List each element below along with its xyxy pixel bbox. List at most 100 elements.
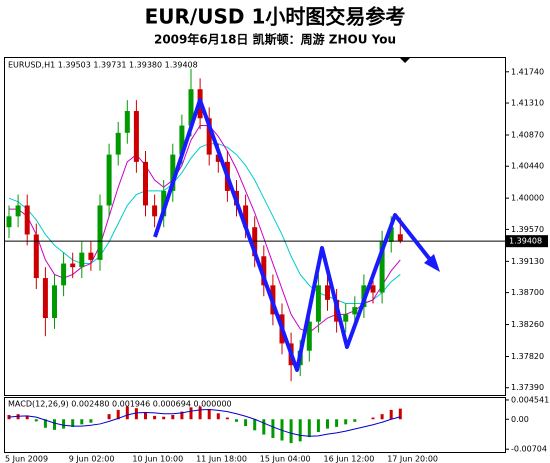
- current-price-box: [506, 235, 548, 248]
- candle-body: [397, 234, 403, 242]
- candle-body: [6, 216, 12, 228]
- macd-bar: [244, 419, 248, 427]
- y-tick-label: 1.37390: [511, 383, 544, 392]
- y-tick-label: 1.40440: [511, 162, 544, 171]
- macd-bar: [253, 419, 257, 431]
- x-tick-label: 11 Jun 18:00: [196, 455, 247, 463]
- candle-body: [124, 111, 130, 133]
- candle-body: [88, 252, 94, 260]
- y-tick-label: 1.41310: [511, 99, 544, 108]
- macd-bar: [43, 419, 47, 428]
- x-tick-label: 10 Jun 10:00: [132, 455, 183, 463]
- macd-bar: [216, 413, 220, 420]
- candle-body: [215, 154, 221, 162]
- candle-body: [243, 205, 249, 228]
- candle-body: [370, 285, 376, 293]
- candle-body: [106, 154, 112, 206]
- y-tick-label: 0.00: [511, 415, 529, 424]
- chart-title: EUR/USD 1小时图交易参考: [145, 5, 406, 29]
- macd-bar: [180, 411, 184, 420]
- macd-bar: [235, 419, 238, 422]
- macd-bar: [380, 414, 384, 420]
- macd-bar: [207, 409, 211, 420]
- price-header: EURUSD,H1 1.39503 1.39731 1.39380 1.3940…: [8, 61, 198, 70]
- macd-bar: [34, 419, 38, 422]
- macd-bar: [353, 419, 357, 422]
- candle-body: [188, 89, 194, 126]
- macd-bar: [116, 409, 120, 420]
- macd-bar: [162, 416, 166, 420]
- candle-body: [352, 307, 358, 315]
- macd-bar: [62, 419, 66, 429]
- macd-bar: [71, 419, 75, 427]
- macd-bar: [53, 419, 56, 430]
- macd-bar: [107, 414, 111, 420]
- y-tick-label: 1.39570: [511, 225, 544, 234]
- macd-bar: [80, 419, 84, 425]
- candle-body: [42, 278, 48, 319]
- signal-line: [8, 408, 401, 437]
- macd-bar: [225, 417, 229, 420]
- x-tick-label: 9 Jun 02:00: [69, 455, 115, 463]
- y-tick-label: 0.004541: [511, 395, 549, 404]
- candle-body: [161, 190, 167, 217]
- y-tick-label: 1.41740: [511, 67, 544, 76]
- candle-body: [70, 263, 76, 268]
- macd-bar: [389, 409, 393, 420]
- candle-body: [143, 161, 148, 206]
- macd-bar: [344, 419, 348, 425]
- candle-body: [24, 205, 30, 235]
- macd-bar: [289, 419, 293, 444]
- macd-bar: [371, 417, 375, 420]
- macd-bar: [335, 419, 339, 427]
- candle-body: [152, 205, 158, 217]
- arrow-head: [424, 254, 440, 272]
- candle-body: [261, 256, 267, 286]
- candle-body: [115, 132, 121, 155]
- candle-body: [325, 285, 330, 300]
- y-tick-label: 1.38260: [511, 320, 544, 329]
- macd-bar: [125, 406, 129, 420]
- y-tick-label: 1.38700: [511, 288, 544, 297]
- macd-bar: [326, 419, 329, 429]
- candle-body: [388, 227, 394, 242]
- current-price-label: 1.39408: [509, 237, 542, 246]
- macd-bar: [398, 408, 402, 420]
- candle-body: [15, 205, 21, 217]
- macd-bar: [189, 407, 193, 420]
- macd-bar: [271, 419, 275, 438]
- candle-body: [206, 118, 212, 155]
- shift-marker: [400, 58, 410, 63]
- candle-body: [306, 321, 312, 351]
- y-tick-label: -0.00704: [511, 445, 547, 454]
- candle-body: [79, 252, 85, 268]
- candle-body: [170, 154, 176, 191]
- candle-body: [33, 234, 39, 279]
- macd-bar: [198, 406, 202, 420]
- x-tick-label: 17 Jun 20:00: [387, 455, 438, 463]
- x-tick-label: 16 Jun 12:00: [324, 455, 375, 463]
- macd-bar: [134, 408, 138, 420]
- x-tick-label: 5 Jun 2009: [5, 455, 48, 463]
- y-tick-label: 1.40000: [511, 194, 544, 203]
- candle-body: [97, 205, 103, 260]
- x-tick-label: 15 Jun 04:00: [260, 455, 311, 463]
- macd-header: MACD(12,26,9) 0.002480 0.001946 0.000694…: [8, 400, 232, 409]
- y-tick-label: 1.37820: [511, 352, 544, 361]
- chart-subtitle: 2009年6月18日 凯斯顿：周游 ZHOU You: [154, 32, 396, 47]
- macd-bar: [307, 419, 311, 438]
- macd-bar: [262, 419, 266, 435]
- candle-body: [252, 227, 258, 257]
- macd-bar: [144, 412, 147, 420]
- candle-body: [379, 241, 385, 293]
- macd-bar: [89, 419, 93, 423]
- macd-bar: [298, 419, 302, 442]
- candle-body: [343, 314, 349, 322]
- macd-bar: [25, 415, 29, 420]
- candle-body: [52, 285, 57, 319]
- y-tick-label: 1.39130: [511, 257, 544, 266]
- candle-body: [61, 263, 67, 286]
- candle-body: [315, 285, 321, 322]
- macd-bar: [171, 415, 175, 420]
